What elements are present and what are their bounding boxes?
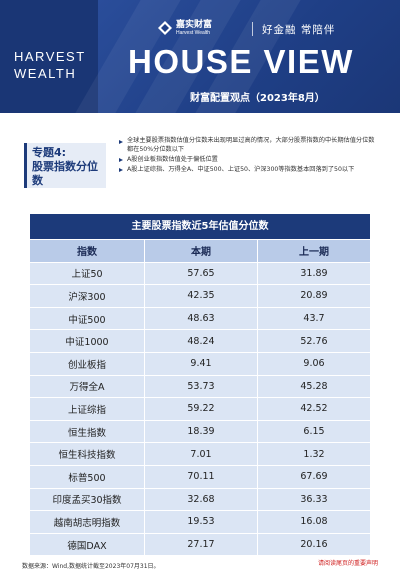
cell-previous-value: 20.89 xyxy=(258,285,370,307)
table-row: 印度孟买30指数 32.68 36.33 xyxy=(30,488,370,511)
cell-current-value: 70.11 xyxy=(145,465,257,488)
table-row: 沪深300 42.35 20.89 xyxy=(30,285,370,307)
brand-english-name: HARVEST WEALTH xyxy=(14,48,86,82)
table-row: 恒生科技指数 7.01 1.32 xyxy=(30,443,370,465)
cell-current-value: 57.65 xyxy=(145,262,257,285)
page-title: HOUSE VIEW xyxy=(128,43,354,80)
cell-current-value: 59.22 xyxy=(145,398,257,420)
logo-icon xyxy=(158,21,172,35)
table-row: 中证1000 48.24 52.76 xyxy=(30,330,370,352)
cell-current-value: 48.63 xyxy=(145,307,257,330)
valuation-percentile-table: 指数 本期 上一期 上证50 57.65 31.89 沪深300 42.35 20.89 中… xyxy=(30,240,370,556)
table-row: 德国DAX 27.17 20.16 xyxy=(30,533,370,556)
header-cell-previous: 上一期 xyxy=(258,240,370,262)
table-row: 标普500 70.11 67.69 xyxy=(30,465,370,488)
logo-chinese-name: 嘉实财富 xyxy=(176,20,213,30)
header-divider xyxy=(252,22,253,36)
cell-previous-value: 16.08 xyxy=(258,511,370,533)
cell-previous-value: 67.69 xyxy=(258,465,370,488)
brand-line-2: WEALTH xyxy=(14,66,77,81)
company-logo: 嘉实财富 Harvest Wealth xyxy=(158,20,212,36)
bullet-point: A股创业板指数估值处于偏低位置 xyxy=(118,156,380,165)
cell-current-value: 18.39 xyxy=(145,420,257,443)
cell-previous-value: 43.7 xyxy=(258,307,370,330)
table-row: 恒生指数 18.39 6.15 xyxy=(30,420,370,443)
table-row: 中证500 48.63 43.7 xyxy=(30,307,370,330)
cell-index-name: 上证50 xyxy=(30,262,144,285)
cell-index-name: 创业板指 xyxy=(30,352,144,375)
header-main-panel xyxy=(75,0,400,113)
table-row: 越南胡志明指数 19.53 16.08 xyxy=(30,511,370,533)
bullet-point: 全球主要股票指数估值分位数未出现明显过高的情况，大部分股票指数的中长期估值分位数… xyxy=(118,137,380,154)
table-row: 上证综指 59.22 42.52 xyxy=(30,398,370,420)
cell-current-value: 27.17 xyxy=(145,533,257,556)
page-subtitle: 财富配置观点（2023年8月） xyxy=(190,93,325,104)
table-header-row: 指数 本期 上一期 xyxy=(30,240,370,262)
cell-current-value: 48.24 xyxy=(145,330,257,352)
cell-index-name: 印度孟买30指数 xyxy=(30,488,144,511)
logo-english-name: Harvest Wealth xyxy=(176,30,211,36)
cell-index-name: 越南胡志明指数 xyxy=(30,511,144,533)
header-cell-current: 本期 xyxy=(145,240,257,262)
cell-previous-value: 52.76 xyxy=(258,330,370,352)
cell-index-name: 中证1000 xyxy=(30,330,144,352)
cell-current-value: 32.68 xyxy=(145,488,257,511)
table-row: 创业板指 9.41 9.06 xyxy=(30,352,370,375)
slogan: 好金融 常陪伴 xyxy=(262,24,336,36)
disclaimer-note: 请阅读尾页的重要声明 xyxy=(318,560,379,567)
cell-current-value: 7.01 xyxy=(145,443,257,465)
data-source-note: 数据来源：Wind,数据统计截至2023年07月31日。 xyxy=(22,563,160,570)
cell-index-name: 标普500 xyxy=(30,465,144,488)
cell-previous-value: 9.06 xyxy=(258,352,370,375)
brand-line-1: HARVEST xyxy=(14,49,86,64)
cell-previous-value: 42.52 xyxy=(258,398,370,420)
table-row: 万得全A 53.73 45.28 xyxy=(30,375,370,398)
cell-index-name: 上证综指 xyxy=(30,398,144,420)
table-row: 上证50 57.65 31.89 xyxy=(30,262,370,285)
header-banner: HARVEST WEALTH 嘉实财富 Harvest Wealth 好金融 常… xyxy=(0,0,400,113)
cell-current-value: 19.53 xyxy=(145,511,257,533)
cell-index-name: 沪深300 xyxy=(30,285,144,307)
brand-panel: HARVEST WEALTH xyxy=(0,0,98,113)
cell-previous-value: 36.33 xyxy=(258,488,370,511)
cell-previous-value: 6.15 xyxy=(258,420,370,443)
cell-index-name: 德国DAX xyxy=(30,533,144,556)
cell-previous-value: 1.32 xyxy=(258,443,370,465)
cell-index-name: 万得全A xyxy=(30,375,144,398)
cell-previous-value: 45.28 xyxy=(258,375,370,398)
cell-current-value: 53.73 xyxy=(145,375,257,398)
cell-index-name: 中证500 xyxy=(30,307,144,330)
bullet-point: A股上证综指、万得全A、中证500、上证50、沪深300等指数基本回落到了50以… xyxy=(118,166,380,175)
topic-label-line: 专题4: xyxy=(32,146,67,159)
topic-label-line: 股票指数分位 xyxy=(32,160,98,173)
table-title: 主要股票指数近5年估值分位数 xyxy=(30,214,370,239)
topic-bullet-list: 全球主要股票指数估值分位数未出现明显过高的情况，大部分股票指数的中长期估值分位数… xyxy=(118,137,380,176)
cell-previous-value: 20.16 xyxy=(258,533,370,556)
header-cell-index: 指数 xyxy=(30,240,144,262)
cell-current-value: 42.35 xyxy=(145,285,257,307)
cell-index-name: 恒生科技指数 xyxy=(30,443,144,465)
topic-label-line: 数 xyxy=(32,174,43,187)
topic-label: 专题4: 股票指数分位 数 xyxy=(24,143,106,188)
cell-index-name: 恒生指数 xyxy=(30,420,144,443)
cell-current-value: 9.41 xyxy=(145,352,257,375)
cell-previous-value: 31.89 xyxy=(258,262,370,285)
